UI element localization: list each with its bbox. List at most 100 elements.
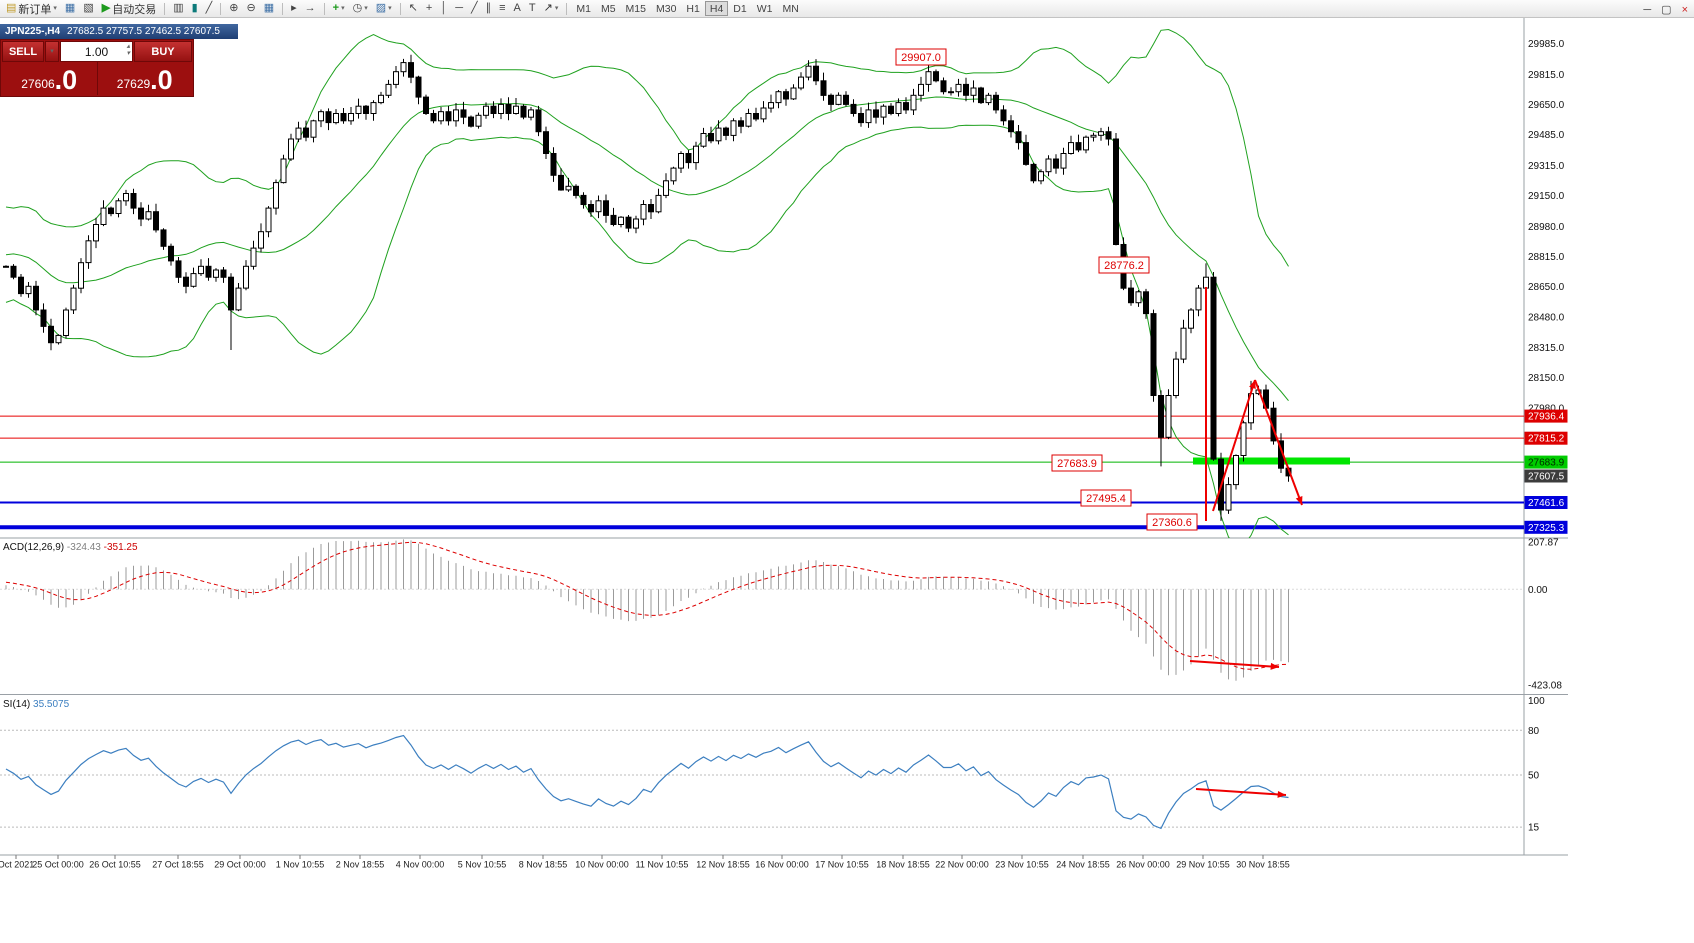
svg-text:26 Nov 00:00: 26 Nov 00:00 [1116, 860, 1170, 870]
toolbar-separator [566, 2, 568, 15]
macd-label: ACD(12,26,9) -324.43 -351.25 [3, 542, 138, 553]
svg-text:27936.4: 27936.4 [1528, 412, 1565, 423]
channel-button[interactable]: ∥ [482, 1, 496, 17]
svg-text:1 Nov 10:55: 1 Nov 10:55 [276, 860, 325, 870]
chevron-down-icon: ▾ [50, 48, 54, 55]
candlestick-chart-button[interactable]: ▮ [188, 1, 202, 17]
svg-text:12 Nov 18:55: 12 Nov 18:55 [696, 860, 750, 870]
chart-symbol-title: JPN225-,H4 [5, 26, 61, 37]
buy-button[interactable]: BUY [134, 41, 192, 62]
chart-shift-icon: → [304, 2, 316, 14]
fibonacci-icon: ≡ [499, 2, 506, 14]
line-chart-button[interactable]: ╱ [202, 1, 217, 17]
timeframe-h4[interactable]: H4 [704, 1, 729, 16]
candlestick-chart-icon: ▮ [191, 2, 198, 14]
svg-text:-423.08: -423.08 [1528, 681, 1562, 692]
toolbar: ▤ 新订单 ▾ ▦ ▧ ▶ 自动交易 ▥ ▮ ╱ ⊕ ⊖ ▦ [0, 0, 1694, 18]
tile-windows-button[interactable]: ▦ [260, 1, 278, 17]
bollinger-bands [5, 28, 1289, 538]
auto-scroll-button[interactable]: ▸ [287, 1, 301, 17]
svg-text:17 Nov 10:55: 17 Nov 10:55 [815, 860, 869, 870]
svg-text:23 Nov 10:55: 23 Nov 10:55 [995, 860, 1049, 870]
channel-icon: ∥ [485, 2, 492, 14]
chart-title-bar[interactable]: JPN225-,H4 27682.5 27757.5 27462.5 27607… [0, 24, 238, 39]
trendline-button[interactable]: ╱ [467, 1, 482, 17]
timeframe-h1[interactable]: H1 [681, 1, 704, 16]
vertical-line-button[interactable]: │ [436, 1, 451, 17]
horizontal-level-lines[interactable] [0, 415, 1524, 530]
timeframe-m5[interactable]: M5 [596, 1, 621, 16]
callout-box [1098, 256, 1150, 274]
chevron-down-icon: ▾ [388, 5, 392, 12]
buy-price-main: 27629 [116, 77, 151, 91]
timeframe-m30[interactable]: M30 [651, 1, 681, 16]
templates-button[interactable]: ▨ ▾ [372, 1, 396, 17]
autotrade-play-icon: ▶ [101, 2, 111, 14]
arrows-tool-button[interactable]: ↗ ▾ [540, 1, 563, 17]
price-badge [1524, 409, 1568, 423]
timeframe-w1[interactable]: W1 [752, 1, 778, 16]
sell-button[interactable]: SELL [2, 41, 44, 62]
horizontal-line-button[interactable]: ─ [451, 1, 467, 17]
svg-text:22 Nov 00:00: 22 Nov 00:00 [935, 860, 989, 870]
timeframe-m1[interactable]: M1 [571, 1, 596, 16]
new-order-icon: ▤ [6, 2, 17, 14]
periods-button[interactable]: ◷ ▾ [349, 1, 372, 17]
profiles-button[interactable]: ▧ [79, 1, 97, 17]
new-order-button[interactable]: ▤ 新订单 ▾ [2, 1, 61, 17]
text-icon: A [513, 2, 521, 14]
auto-scroll-icon: ▸ [291, 2, 297, 14]
bar-chart-button[interactable]: ▥ [169, 1, 187, 17]
fibonacci-button[interactable]: ≡ [495, 1, 509, 17]
crosshair-button[interactable]: + [422, 1, 436, 17]
zoom-out-button[interactable]: ⊖ [243, 1, 260, 17]
template-icon: ▨ [375, 2, 387, 14]
drawn-annotations[interactable] [1205, 287, 1303, 521]
text-tool-button[interactable]: A [510, 1, 525, 17]
window-close-button[interactable]: × [1679, 2, 1691, 18]
chart-shift-button[interactable]: → [301, 1, 320, 17]
callout-box [1080, 489, 1132, 507]
price-callouts[interactable]: 29907.0 28776.2 27683.9 27495.4 27360.6 [895, 48, 1198, 531]
sell-price[interactable]: 27606 .0 [2, 62, 97, 95]
buy-price-fraction: .0 [150, 65, 173, 95]
rsi-label: SI(14) 35.5075 [3, 699, 70, 710]
svg-text:29 Oct 00:00: 29 Oct 00:00 [214, 860, 266, 870]
buy-price[interactable]: 27629 .0 [96, 62, 193, 95]
svg-text:5 Nov 10:55: 5 Nov 10:55 [458, 860, 507, 870]
indicators-button[interactable]: + ▾ [329, 1, 349, 17]
timeframe-d1[interactable]: D1 [728, 1, 751, 16]
trendline-icon: ╱ [471, 2, 478, 14]
timeframe-m15[interactable]: M15 [621, 1, 651, 16]
spinner-down-icon[interactable]: ▾ [126, 50, 130, 57]
indicators-plus-icon: + [332, 2, 340, 14]
window-minimize-button[interactable]: ─ [1640, 2, 1654, 18]
price-badge [1524, 496, 1568, 509]
zoom-out-icon: ⊖ [246, 2, 256, 14]
svg-text:27461.6: 27461.6 [1528, 498, 1565, 509]
macd-arrow-annotation[interactable] [1189, 660, 1280, 670]
arrows-icon: ↗ [543, 2, 553, 14]
timeframe-mn[interactable]: MN [777, 1, 803, 16]
candles-series [3, 54, 1292, 521]
sell-dropdown-button[interactable]: ▾ [45, 41, 59, 62]
svg-text:50: 50 [1528, 771, 1540, 782]
bar-chart-icon: ▥ [173, 2, 184, 14]
zoom-in-button[interactable]: ⊕ [225, 1, 242, 17]
chart-canvas[interactable]: 29907.0 28776.2 27683.9 27495.4 27360.6 29985… [0, 18, 1694, 943]
chart-window-button[interactable]: ▦ [61, 1, 79, 17]
svg-text:29 Nov 10:55: 29 Nov 10:55 [1176, 860, 1230, 870]
toolbar-separator [282, 2, 284, 15]
spinner-up-icon[interactable]: ▴ [126, 43, 130, 50]
tile-windows-icon: ▦ [263, 2, 275, 14]
autotrading-label: 自动交易 [112, 3, 157, 16]
volume-spinner[interactable]: ▴ ▾ [126, 43, 130, 57]
cursor-button[interactable]: ↖ [405, 1, 422, 17]
svg-text:16 Nov 00:00: 16 Nov 00:00 [755, 860, 809, 870]
text-label-button[interactable]: T [525, 1, 540, 17]
rsi-arrow-annotation[interactable] [1195, 788, 1287, 798]
autotrading-button[interactable]: ▶ 自动交易 [98, 1, 160, 17]
volume-input[interactable]: 1.00 ▴ ▾ [60, 41, 133, 62]
svg-text:80: 80 [1528, 726, 1540, 737]
window-restore-button[interactable]: ▢ [1658, 2, 1674, 18]
